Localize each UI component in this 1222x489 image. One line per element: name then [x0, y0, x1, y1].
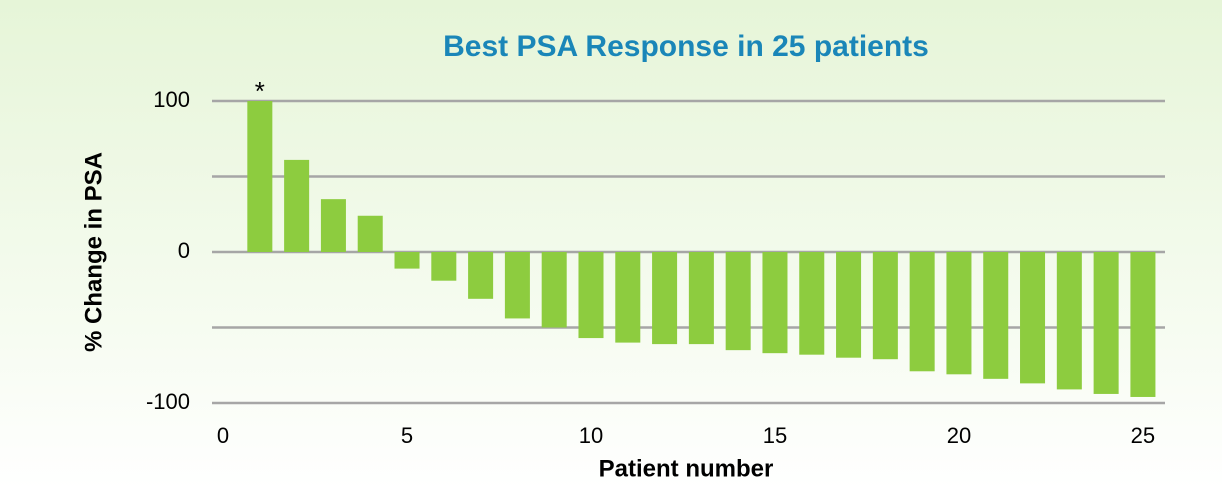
- bar: [872, 252, 898, 360]
- bar: [431, 252, 457, 281]
- bar: [468, 252, 494, 299]
- bar: [284, 159, 310, 252]
- x-axis-label: Patient number: [599, 455, 774, 482]
- bar: [541, 252, 567, 328]
- bar: [247, 101, 273, 252]
- x-tick-label: 0: [217, 423, 229, 448]
- x-tick-label: 10: [579, 423, 603, 448]
- bar: [909, 252, 935, 372]
- bar: [983, 252, 1009, 379]
- bar: [1093, 252, 1119, 394]
- bar: [504, 252, 530, 319]
- bar: [688, 252, 714, 345]
- y-axis-label: % Change in PSA: [80, 152, 107, 352]
- y-tick-label: -100: [146, 389, 190, 414]
- chart-title: Best PSA Response in 25 patients: [443, 30, 929, 63]
- x-tick-label: 5: [401, 423, 413, 448]
- bar: [725, 252, 751, 351]
- y-tick-label: 0: [178, 238, 190, 263]
- bar: [762, 252, 788, 354]
- bar: [1130, 252, 1156, 397]
- x-tick-label: 25: [1131, 423, 1155, 448]
- bar: [1056, 252, 1082, 390]
- bar: [799, 252, 825, 355]
- bar: [578, 252, 604, 339]
- x-tick-label: 20: [947, 423, 971, 448]
- bar: [836, 252, 862, 358]
- x-tick-label: 15: [763, 423, 787, 448]
- bar: [946, 252, 972, 375]
- bar: [394, 252, 420, 269]
- bar: [1020, 252, 1046, 384]
- y-tick-label: 100: [153, 87, 190, 112]
- bar: [652, 252, 678, 345]
- bar: [357, 215, 383, 252]
- annotation: *: [255, 76, 265, 106]
- bar: [615, 252, 641, 343]
- bar: [320, 199, 346, 252]
